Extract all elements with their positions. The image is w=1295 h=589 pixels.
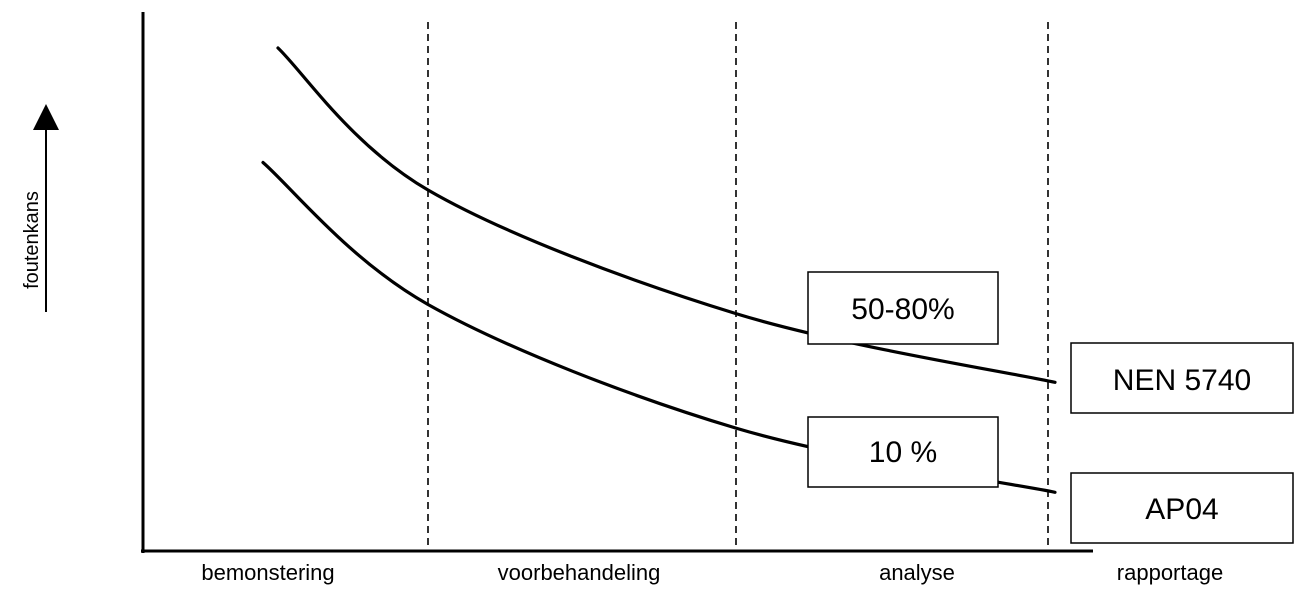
series-label-box-nen-5740: NEN 5740 (1070, 342, 1294, 414)
up-arrow-icon (33, 104, 59, 130)
x-tick-label-analyse: analyse (879, 560, 955, 585)
annotation-text-nen-5740: 50-80% (851, 293, 954, 326)
x-tick-label-bemonstering: bemonstering (201, 560, 334, 585)
y-axis-label: foutenkans (21, 191, 43, 289)
x-tick-label-voorbehandeling: voorbehandeling (498, 560, 661, 585)
annotation-box-ap04: 10 % (807, 416, 999, 488)
series-label-box-ap04: AP04 (1070, 472, 1294, 544)
x-tick-label-rapportage: rapportage (1117, 560, 1223, 585)
annotation-text-ap04: 10 % (869, 436, 937, 469)
annotation-box-nen-5740: 50-80% (807, 271, 999, 345)
series-label-nen-5740: NEN 5740 (1113, 364, 1251, 397)
series-line-nen-5740 (276, 46, 1057, 384)
y-axis-label-group: foutenkans (21, 104, 59, 312)
series-label-ap04: AP04 (1145, 493, 1218, 526)
